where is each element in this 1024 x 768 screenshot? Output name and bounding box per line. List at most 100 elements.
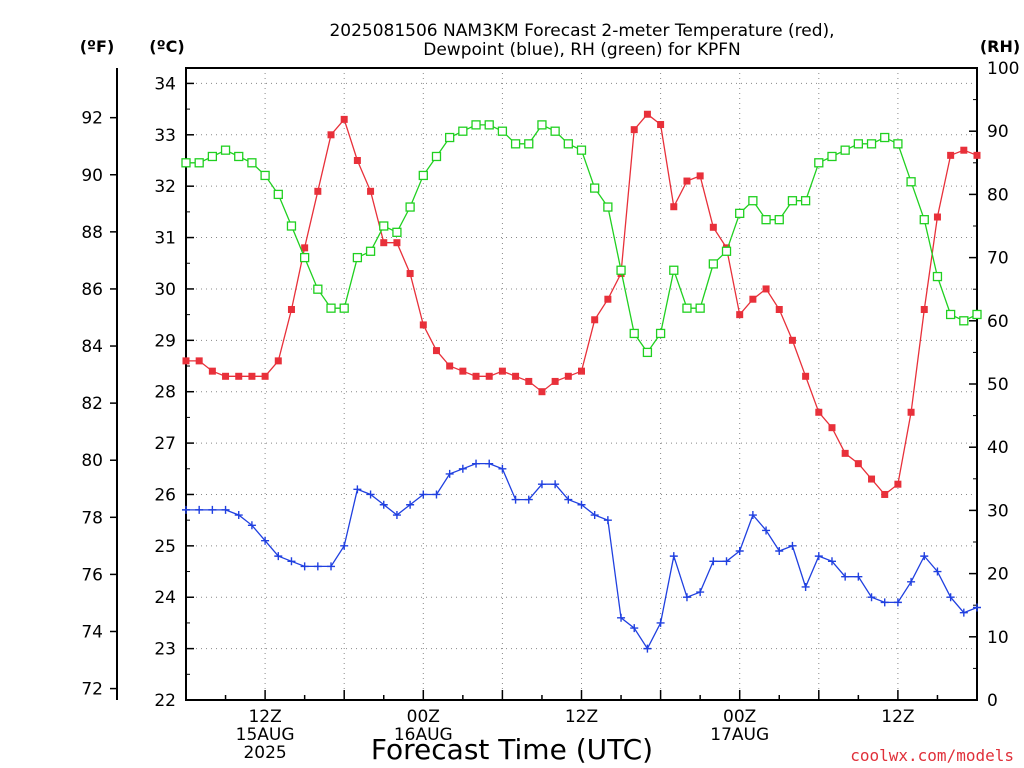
dewpoint-point — [854, 572, 863, 581]
celsius-tick-label: 29 — [154, 331, 176, 351]
rh-point — [840, 145, 850, 155]
chart-title-line1: 2025081506 NAM3KM Forecast 2-meter Tempe… — [329, 21, 834, 41]
rh-tick-label: 100 — [987, 59, 1019, 79]
celsius-tick-label: 33 — [154, 126, 176, 146]
dewpoint-point — [827, 557, 836, 566]
rh-point — [576, 145, 587, 155]
temperature-point — [525, 377, 533, 385]
x-tick-label: 12Z — [565, 707, 598, 727]
celsius-tick-label: 25 — [154, 537, 176, 557]
temperature-point — [208, 367, 216, 375]
rh-point — [972, 309, 982, 320]
dewpoint-point — [537, 480, 546, 489]
temperature-point — [709, 223, 717, 231]
rh-point — [445, 132, 455, 143]
rh-point — [510, 139, 521, 149]
dewpoint-point — [656, 618, 665, 627]
rh-point — [260, 170, 270, 181]
dewpoint-point — [722, 557, 731, 566]
temperature-point — [538, 388, 546, 396]
fahrenheit-tick-label: 72 — [81, 680, 103, 700]
temperature-point — [841, 449, 849, 457]
rh-point — [880, 132, 890, 143]
temperature-point — [485, 372, 493, 380]
rh-point — [748, 196, 758, 206]
dewpoint-line — [186, 462, 978, 650]
fahrenheit-tick-label: 78 — [81, 508, 103, 528]
x-tick-label: 16AUG — [394, 725, 453, 745]
rh-point — [339, 303, 349, 313]
temperature-point — [696, 172, 704, 180]
rh-point — [550, 126, 560, 136]
credit-text: coolwx.com/models — [850, 746, 1014, 765]
temperature-point — [815, 408, 823, 416]
rh-point — [563, 139, 573, 149]
dewpoint-point — [709, 557, 718, 566]
dewpoint-point — [893, 598, 902, 607]
rh-tick-label: 30 — [987, 501, 1009, 521]
temperature-point — [670, 203, 678, 211]
dewpoint-point — [577, 500, 586, 509]
temperature-point — [459, 367, 467, 375]
rh-point — [471, 120, 481, 130]
temperature-line — [186, 113, 978, 496]
rh-point — [234, 151, 244, 162]
dewpoint-point — [880, 598, 889, 607]
temperature-point — [235, 372, 243, 380]
data-series — [181, 110, 982, 653]
rh-point — [695, 303, 705, 313]
dewpoint-point — [274, 552, 283, 561]
rh-point — [405, 202, 415, 212]
x-tick-label: 12Z — [881, 707, 914, 727]
rh-point — [286, 221, 297, 231]
rh-point — [392, 227, 402, 237]
rh-point — [524, 139, 534, 149]
dewpoint-point — [617, 613, 626, 622]
x-tick-label: 12Z — [248, 707, 281, 727]
rh-point — [800, 196, 811, 206]
celsius-tick-label: 34 — [154, 74, 176, 94]
celsius-tick-label: 27 — [154, 434, 176, 454]
dewpoint-point — [696, 588, 705, 597]
dewpoint-point — [379, 500, 388, 509]
dewpoint-point — [867, 593, 876, 602]
rh-point — [919, 215, 929, 225]
temperature-point — [340, 115, 348, 123]
rh-point — [379, 221, 389, 231]
dewpoint-point — [814, 552, 823, 561]
dewpoint-point — [801, 582, 810, 591]
rh-point — [682, 303, 692, 313]
dewpoint-point — [261, 536, 270, 545]
rh-tick-label: 60 — [987, 312, 1009, 332]
rh-point — [273, 189, 283, 200]
rh-point — [247, 158, 257, 168]
dewpoint-point — [234, 511, 243, 520]
rh-point — [299, 252, 310, 263]
tick-labels: 22 23 24 25 26 27 28 29 30 31 32 33 34 72 74 76 78 80 82 84… — [81, 59, 1019, 763]
dewpoint-point — [366, 490, 375, 499]
dewpoint-point — [498, 464, 507, 473]
grid-lines — [186, 68, 977, 700]
rh-point — [906, 177, 916, 187]
rh-point — [959, 316, 969, 326]
fahrenheit-tick-label: 88 — [81, 223, 103, 243]
rh-point — [774, 215, 784, 225]
temperature-point — [578, 367, 585, 375]
rh-tick-label: 50 — [987, 375, 1009, 395]
rh-tick-label: 80 — [987, 185, 1009, 205]
celsius-tick-label: 32 — [154, 177, 176, 197]
dewpoint-point — [195, 505, 204, 514]
x-tick-label: 15AUG — [236, 725, 295, 745]
temperature-point — [920, 305, 928, 313]
rh-tick-label: 90 — [987, 122, 1009, 142]
rh-point — [326, 303, 336, 313]
dewpoint-point — [485, 459, 494, 468]
dewpoint-point — [682, 593, 691, 602]
rh-tick-label: 0 — [987, 691, 998, 711]
temperature-point — [828, 424, 836, 432]
dewpoint-point — [327, 562, 336, 571]
temperature-point — [749, 295, 757, 303]
rh-point — [497, 126, 508, 136]
temperature-point — [775, 305, 783, 313]
temperature-point — [868, 475, 876, 483]
